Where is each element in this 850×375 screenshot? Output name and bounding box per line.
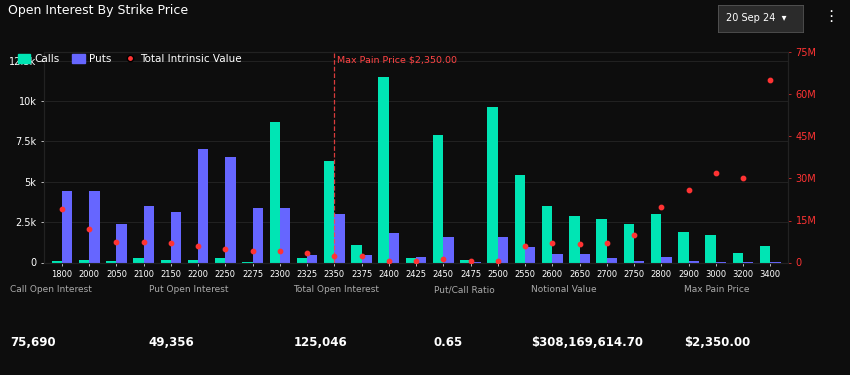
Bar [297, 258, 307, 262]
Text: Max Pain Price: Max Pain Price [684, 285, 750, 294]
Bar [634, 261, 644, 262]
Bar [307, 255, 317, 262]
Bar [433, 135, 444, 262]
Text: 125,046: 125,046 [293, 336, 347, 349]
Point [763, 78, 777, 84]
Point [246, 248, 259, 254]
Text: 49,356: 49,356 [149, 336, 195, 349]
Point [491, 258, 505, 264]
Bar [678, 232, 689, 262]
Text: Call Open Interest: Call Open Interest [10, 285, 92, 294]
Point [55, 206, 69, 212]
Point [327, 252, 341, 258]
Bar [280, 208, 290, 262]
Bar [161, 260, 171, 262]
Point [110, 238, 123, 244]
Bar [444, 237, 454, 262]
Bar [378, 77, 388, 262]
Bar [334, 214, 345, 262]
Bar [580, 254, 590, 262]
Bar [624, 224, 634, 262]
Bar [133, 258, 144, 262]
Point [82, 226, 96, 232]
Bar [89, 191, 99, 262]
Text: Put/Call Ratio: Put/Call Ratio [434, 285, 494, 294]
Point [736, 176, 750, 181]
Point [382, 258, 395, 264]
Text: 20 Sep 24  ▾: 20 Sep 24 ▾ [726, 13, 787, 23]
Bar [198, 149, 208, 262]
Point [191, 243, 205, 249]
Bar [324, 161, 334, 262]
Text: Max Pain Price $2,350.00: Max Pain Price $2,350.00 [337, 56, 456, 65]
Bar [52, 261, 62, 262]
Text: 0.65: 0.65 [434, 336, 462, 349]
Point [273, 248, 286, 254]
Point [464, 258, 478, 264]
Text: $2,350.00: $2,350.00 [684, 336, 751, 349]
Bar [116, 224, 127, 262]
Bar [171, 212, 181, 262]
Text: Total Open Interest: Total Open Interest [293, 285, 379, 294]
Bar [487, 107, 498, 262]
Bar [188, 260, 198, 262]
Bar [405, 258, 416, 262]
Bar [361, 255, 372, 262]
Point [518, 243, 532, 249]
Bar [106, 261, 116, 262]
Bar [416, 257, 427, 262]
Bar [651, 214, 661, 262]
Point [137, 238, 150, 244]
Bar [62, 191, 72, 262]
Bar [515, 175, 525, 262]
Point [627, 231, 641, 237]
Point [546, 240, 559, 246]
Point [573, 241, 586, 247]
Text: ⋮: ⋮ [824, 9, 839, 24]
Bar [388, 233, 399, 262]
Bar [607, 258, 617, 262]
Bar [688, 261, 699, 262]
Bar [552, 254, 563, 262]
Bar [597, 219, 607, 262]
Bar [269, 122, 280, 262]
Point [709, 170, 722, 176]
Bar [252, 208, 263, 262]
Point [354, 254, 368, 260]
Point [654, 204, 668, 210]
Bar [542, 206, 552, 262]
Bar [706, 235, 716, 262]
Text: $308,169,614.70: $308,169,614.70 [531, 336, 643, 349]
Point [300, 250, 314, 256]
Bar [460, 260, 471, 262]
Bar [79, 260, 89, 262]
Point [600, 240, 614, 246]
Text: 75,690: 75,690 [10, 336, 56, 349]
Text: Put Open Interest: Put Open Interest [149, 285, 229, 294]
Bar [351, 245, 361, 262]
Point [437, 256, 451, 262]
Point [682, 187, 695, 193]
Text: Open Interest By Strike Price: Open Interest By Strike Price [8, 4, 189, 17]
Point [409, 258, 422, 264]
Bar [498, 237, 508, 262]
Bar [225, 158, 235, 262]
Bar [760, 246, 770, 262]
Point [218, 246, 232, 252]
Bar [661, 257, 672, 262]
Point [164, 240, 178, 246]
Bar [733, 253, 743, 262]
Bar [570, 216, 580, 262]
Bar [215, 258, 225, 262]
Legend: Calls, Puts, Total Intrinsic Value: Calls, Puts, Total Intrinsic Value [14, 50, 246, 69]
Text: Notional Value: Notional Value [531, 285, 597, 294]
Bar [525, 247, 536, 262]
Bar [144, 206, 154, 262]
